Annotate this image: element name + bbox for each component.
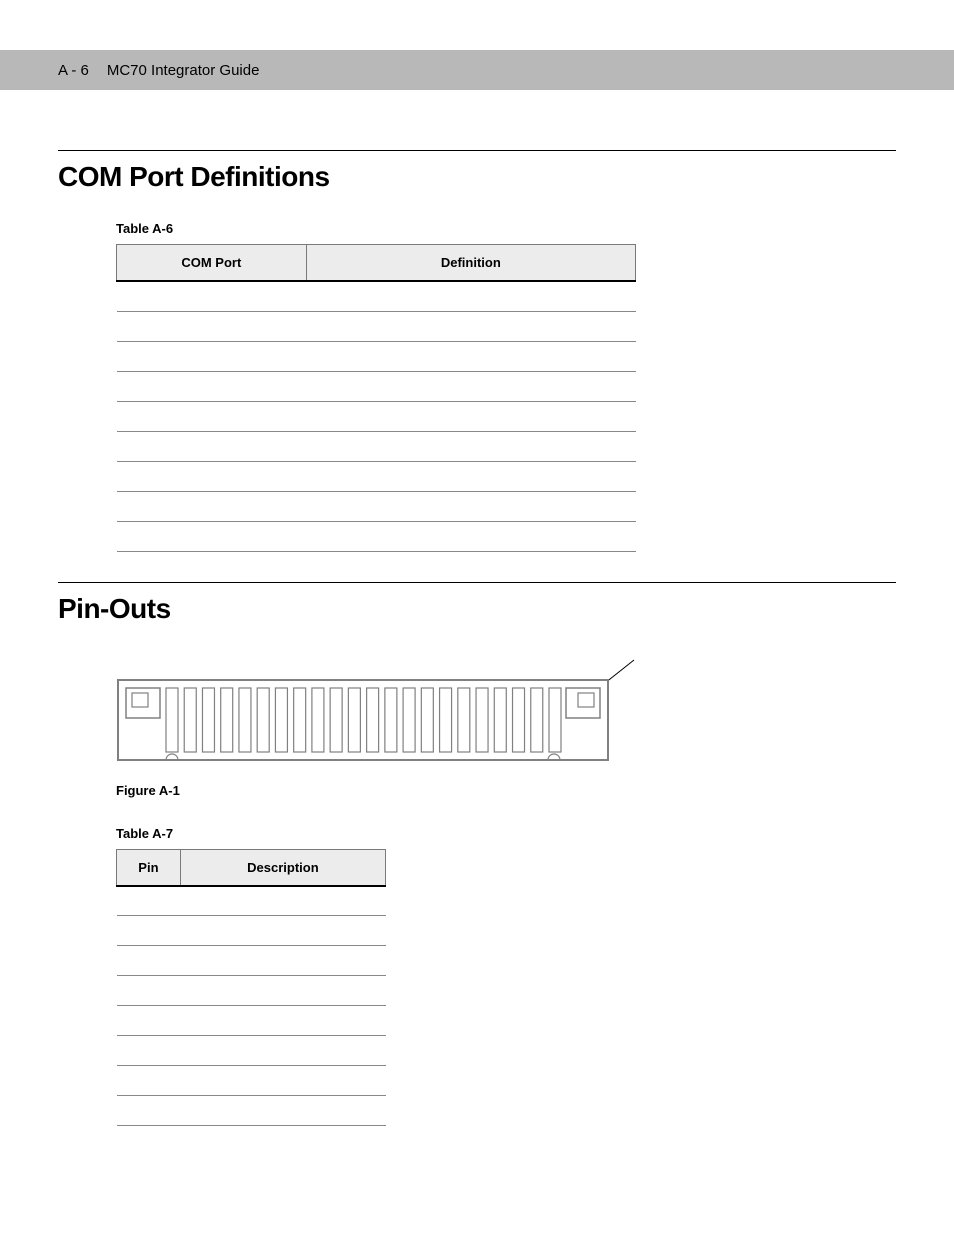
table-cell — [117, 431, 307, 461]
connector-left-tab — [126, 688, 160, 718]
table-caption-a6: Table A-6 — [116, 221, 896, 236]
connector-pin — [367, 688, 379, 752]
table-row — [117, 916, 386, 946]
table-row — [117, 401, 636, 431]
table-cell — [306, 431, 635, 461]
connector-pin — [257, 688, 269, 752]
connector-pin — [184, 688, 196, 752]
table-cell — [117, 916, 181, 946]
table-cell — [117, 341, 307, 371]
table-pinouts: Pin Description — [116, 849, 386, 1127]
connector-pin — [476, 688, 488, 752]
table-cell — [180, 916, 385, 946]
connector-pin — [330, 688, 342, 752]
section-com-port: COM Port Definitions — [58, 150, 896, 193]
table-cell — [117, 1096, 181, 1126]
table-row — [117, 281, 636, 311]
connector-right-tab — [566, 688, 600, 718]
table-caption-a7: Table A-7 — [116, 826, 896, 841]
doc-title: MC70 Integrator Guide — [107, 62, 260, 79]
table-com-port: COM Port Definition — [116, 244, 636, 552]
table-cell — [180, 1066, 385, 1096]
table-cell — [306, 281, 635, 311]
table-cell — [306, 371, 635, 401]
connector-pin — [549, 688, 561, 752]
section-title: COM Port Definitions — [58, 161, 896, 193]
table-cell — [306, 311, 635, 341]
table-row — [117, 946, 386, 976]
table-header-cell: Description — [180, 849, 385, 886]
figure-caption-a1: Figure A-1 — [116, 783, 896, 798]
connector-pin — [294, 688, 306, 752]
table-row — [117, 371, 636, 401]
table-cell — [306, 491, 635, 521]
table-cell — [117, 1036, 181, 1066]
connector-pin — [221, 688, 233, 752]
connector-pin — [421, 688, 433, 752]
table-cell — [306, 461, 635, 491]
table-header-cell: COM Port — [117, 245, 307, 282]
table-row — [117, 311, 636, 341]
connector-pin — [458, 688, 470, 752]
connector-pin — [275, 688, 287, 752]
table-cell — [180, 1096, 385, 1126]
table-cell — [306, 521, 635, 551]
page-header: A - 6 MC70 Integrator Guide — [0, 50, 954, 90]
table-row — [117, 976, 386, 1006]
table-cell — [180, 1036, 385, 1066]
table-cell — [180, 946, 385, 976]
table-cell — [180, 886, 385, 916]
table-cell — [180, 1006, 385, 1036]
section-pinouts: Pin-Outs — [58, 582, 896, 625]
table-cell — [117, 311, 307, 341]
table-cell — [306, 341, 635, 371]
table-row — [117, 1096, 386, 1126]
table-row — [117, 886, 386, 916]
table-cell — [117, 401, 307, 431]
table-row — [117, 461, 636, 491]
page-content: COM Port Definitions Table A-6 COM Port … — [0, 150, 954, 1166]
connector-pin — [312, 688, 324, 752]
table-header-cell: Pin — [117, 849, 181, 886]
table-cell — [117, 886, 181, 916]
connector-pin — [494, 688, 506, 752]
table-row — [117, 341, 636, 371]
table-cell — [117, 976, 181, 1006]
connector-pin — [202, 688, 214, 752]
table-cell — [117, 1006, 181, 1036]
connector-pin — [348, 688, 360, 752]
connector-figure — [116, 655, 636, 775]
table-header-cell: Definition — [306, 245, 635, 282]
page-number: A - 6 — [58, 62, 89, 79]
table-cell — [117, 281, 307, 311]
table-row — [117, 1066, 386, 1096]
table-row — [117, 1006, 386, 1036]
connector-pin — [513, 688, 525, 752]
connector-pin — [239, 688, 251, 752]
connector-pin — [531, 688, 543, 752]
connector-pin — [166, 688, 178, 752]
table-cell — [117, 521, 307, 551]
table-row — [117, 431, 636, 461]
connector-pin — [385, 688, 397, 752]
table-cell — [117, 461, 307, 491]
table-cell — [180, 976, 385, 1006]
table-row — [117, 1036, 386, 1066]
connector-pin — [440, 688, 452, 752]
table-cell — [117, 491, 307, 521]
table-row — [117, 491, 636, 521]
table-cell — [117, 946, 181, 976]
table-cell — [117, 1066, 181, 1096]
connector-pin — [403, 688, 415, 752]
connector-diagram — [116, 655, 636, 775]
table-cell — [306, 401, 635, 431]
section-title: Pin-Outs — [58, 593, 896, 625]
table-cell — [117, 371, 307, 401]
table-row — [117, 521, 636, 551]
